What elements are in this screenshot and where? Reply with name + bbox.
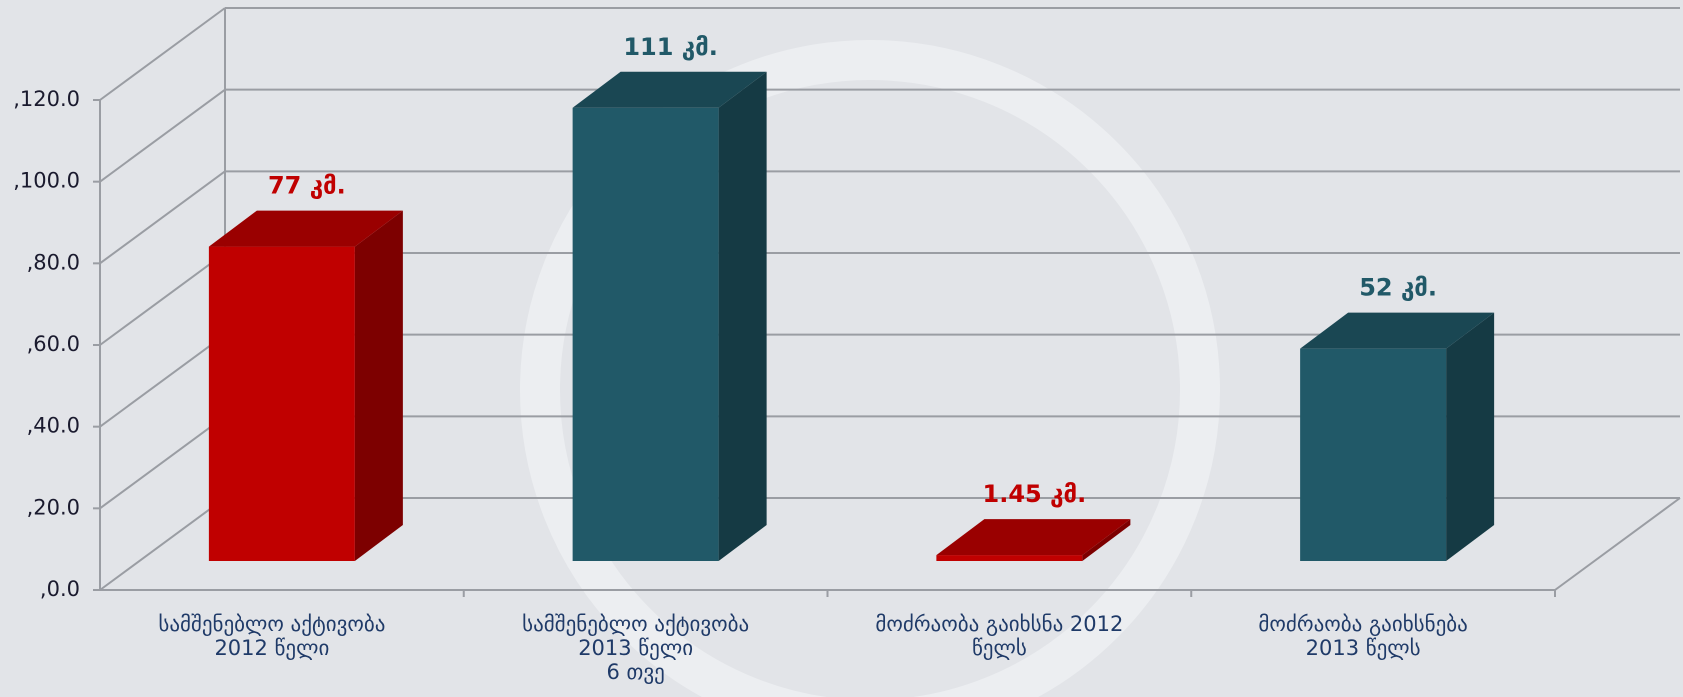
watermark bbox=[520, 40, 1220, 697]
bar-side bbox=[1082, 519, 1131, 561]
y-tick-label: ,100.0 bbox=[13, 169, 80, 193]
grid-line bbox=[99, 252, 226, 346]
grid-line bbox=[99, 333, 226, 428]
x-tick-label: მოძრაობა გაიხსნება 2013 წელს bbox=[1258, 612, 1468, 660]
bar-side bbox=[1446, 312, 1495, 561]
bar-side bbox=[718, 71, 767, 561]
bar-front bbox=[208, 246, 355, 562]
bar-front bbox=[1300, 348, 1447, 561]
y-tick-label: ,40.0 bbox=[27, 414, 80, 438]
floor-right bbox=[1554, 497, 1681, 591]
y-tick-label: ,0.0 bbox=[40, 577, 80, 601]
bar-top bbox=[572, 71, 767, 108]
y-tick-label: ,20.0 bbox=[27, 495, 80, 519]
x-tick-label: სამშენებლო აქტივობა 2012 წელი bbox=[158, 612, 386, 660]
value-label: 1.45 კმ. bbox=[983, 480, 1087, 508]
value-label: 77 კმ. bbox=[268, 172, 346, 200]
bar-top bbox=[1300, 312, 1495, 349]
grid-line bbox=[99, 415, 226, 510]
bar-top bbox=[208, 210, 403, 247]
y-tick-label: ,60.0 bbox=[27, 332, 80, 356]
x-tick-label: სამშენებლო აქტივობა 2013 წელი 6 თვე bbox=[522, 612, 750, 684]
bar-front bbox=[572, 107, 719, 561]
grid-line bbox=[99, 170, 226, 265]
bar-top bbox=[936, 519, 1131, 556]
y-tick-label: ,80.0 bbox=[27, 250, 80, 274]
x-tick-label: მოძრაობა გაიხსნა 2012 წელს bbox=[875, 612, 1124, 660]
value-label: 111 კმ. bbox=[623, 33, 718, 61]
grid-line bbox=[99, 88, 226, 183]
value-label: 52 კმ. bbox=[1359, 274, 1437, 302]
bar-front bbox=[936, 555, 1083, 561]
grid-line bbox=[99, 7, 226, 101]
y-tick-label: ,120.0 bbox=[13, 87, 80, 111]
grid-line bbox=[99, 497, 226, 591]
bar-side bbox=[354, 210, 403, 562]
